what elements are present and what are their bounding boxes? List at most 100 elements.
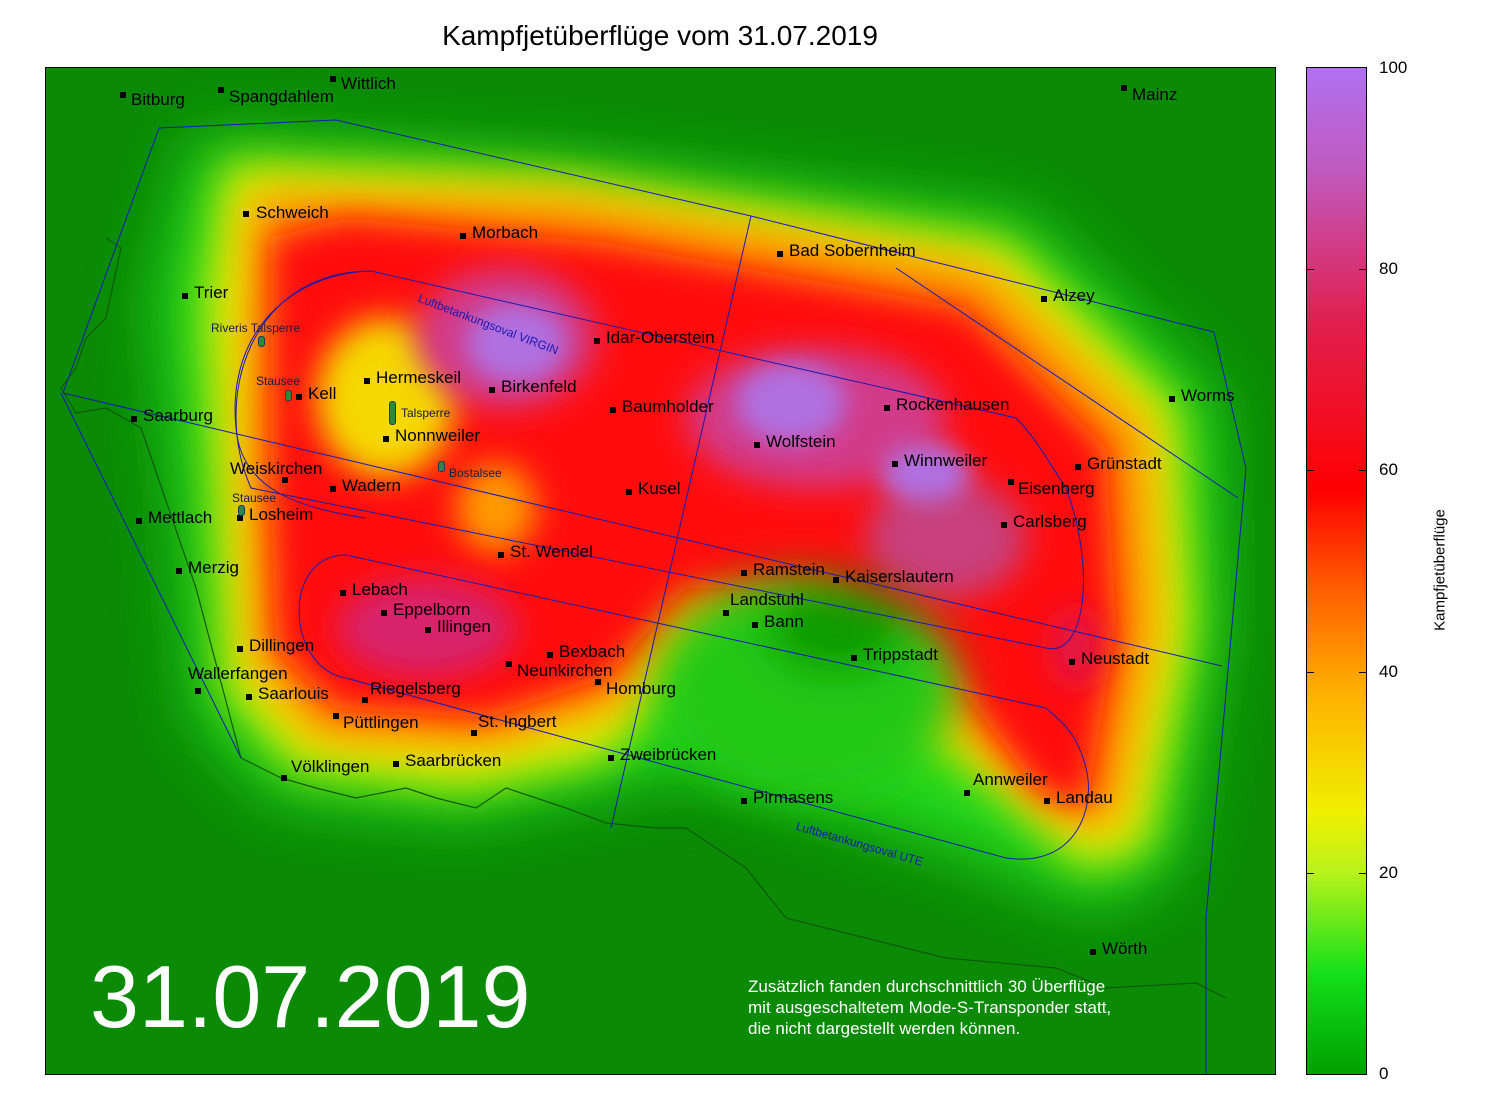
city-label: Lebach	[352, 580, 408, 599]
city-dot	[237, 646, 243, 652]
heatmap-frame: Bitburg Spangdahlem Wittlich Mainz Schweich M…	[45, 67, 1276, 1075]
city-label: Püttlingen	[343, 713, 419, 732]
colorbar-label: Kampfjetüberflüge	[1431, 509, 1449, 631]
city-label: St. Ingbert	[478, 712, 557, 731]
city-dot	[1121, 85, 1127, 91]
city-label: Bitburg	[131, 90, 185, 109]
city-dot	[333, 713, 339, 719]
city-dot	[383, 436, 389, 442]
colorbar-tick-mark	[1307, 671, 1314, 673]
colorbar-tick-mark	[1359, 470, 1366, 472]
colorbar-tick-label: 100	[1379, 58, 1408, 77]
city-label: Nonnweiler	[395, 426, 481, 445]
city-dot	[595, 679, 601, 685]
city-label: Trippstadt	[863, 645, 938, 664]
city-label: Grünstadt	[1087, 454, 1162, 473]
lake-label: Riveris Talsperre	[211, 321, 301, 335]
city-label: Dillingen	[249, 636, 315, 655]
city-label: Pirmasens	[753, 788, 834, 807]
note-line-1: Zusätzlich fanden durchschnittlich 30 Üb…	[748, 977, 1106, 996]
city-label: Landstuhl	[730, 590, 804, 609]
city-dot	[777, 251, 783, 257]
city-dot	[131, 416, 137, 422]
airspace-lines	[60, 119, 1247, 1074]
city-label: Birkenfeld	[501, 377, 577, 396]
colorbar-tick-label: 60	[1379, 460, 1398, 480]
city-dot	[489, 387, 495, 393]
city-dot	[498, 552, 504, 558]
lake-icon	[258, 336, 265, 347]
city-label: Saarlouis	[258, 684, 329, 703]
city-label: Mainz	[1132, 85, 1178, 104]
city-dot	[1075, 464, 1081, 470]
city-label: Zweibrücken	[620, 745, 717, 764]
city-label: Ramstein	[753, 560, 825, 579]
lake-label: Stausee	[256, 374, 301, 388]
city-dot	[741, 570, 747, 576]
colorbar-tick-label: 0	[1379, 1064, 1389, 1083]
colorbar	[1306, 67, 1367, 1075]
city-dot	[243, 211, 249, 217]
city-label: Spangdahlem	[229, 87, 334, 106]
heat-layer-green-hole	[656, 578, 956, 798]
city-label: Eisenberg	[1018, 479, 1095, 498]
city-dot	[1008, 479, 1014, 485]
city-dot	[626, 489, 632, 495]
lake-label: Stausee	[232, 491, 277, 505]
city-label: Eppelborn	[393, 600, 471, 619]
city-dot	[1069, 659, 1075, 665]
city-label: Worms	[1181, 386, 1235, 405]
transponder-note: Zusätzlich fanden durchschnittlich 30 Üb…	[748, 976, 1228, 1039]
city-label: Rockenhausen	[896, 395, 1010, 414]
city-label: Bexbach	[559, 642, 626, 661]
city-dot	[425, 627, 431, 633]
lake-icon	[238, 505, 245, 516]
city-dot	[752, 622, 758, 628]
city-label: Morbach	[472, 223, 539, 242]
city-label: Wörth	[1102, 939, 1148, 958]
lake-icon	[285, 390, 292, 401]
city-dot	[195, 688, 201, 694]
city-dot	[1044, 798, 1050, 804]
city-dot	[282, 477, 288, 483]
city-dot	[362, 697, 368, 703]
city-dot	[741, 798, 747, 804]
colorbar-tick-mark	[1359, 873, 1366, 875]
colorbar-tick-mark	[1307, 268, 1314, 270]
city-label: Baumholder	[622, 397, 714, 416]
city-label: Völklingen	[291, 757, 370, 776]
colorbar-tick-mark	[1359, 268, 1366, 270]
city-label: Riegelsberg	[370, 679, 461, 698]
city-label: Kaiserslautern	[845, 567, 954, 586]
city-dot	[237, 515, 243, 521]
city-dot	[594, 338, 600, 344]
city-dot	[964, 790, 970, 796]
city-label: Idar-Oberstein	[606, 328, 715, 347]
city-dot	[393, 761, 399, 767]
city-dot	[1001, 522, 1007, 528]
city-dot	[381, 610, 387, 616]
city-label: Trier	[194, 283, 229, 302]
city-dot	[120, 92, 126, 98]
colorbar-tick-label: 20	[1379, 863, 1398, 883]
city-dot	[1041, 296, 1047, 302]
city-dot	[892, 461, 898, 467]
city-label: Carlsberg	[1013, 512, 1087, 531]
lake-label: Bostalsee	[449, 466, 502, 480]
note-line-3: die nicht dargestellt werden können.	[748, 1019, 1021, 1038]
city-label: Schweich	[256, 203, 329, 222]
city-dot	[182, 293, 188, 299]
city-label: Kell	[308, 384, 337, 403]
city-label: Bad Sobernheim	[789, 241, 916, 260]
city-label: Neunkirchen	[517, 661, 613, 680]
city-label: Illingen	[437, 617, 491, 636]
city-dot	[547, 652, 553, 658]
city-dot	[218, 87, 224, 93]
lake-icon	[438, 461, 445, 472]
city-dot	[1090, 949, 1096, 955]
city-dot	[340, 590, 346, 596]
colorbar-tick-label: 80	[1379, 258, 1398, 278]
city-dot	[754, 442, 760, 448]
city-dot	[364, 378, 370, 384]
lake-label: Talsperre	[401, 406, 451, 420]
